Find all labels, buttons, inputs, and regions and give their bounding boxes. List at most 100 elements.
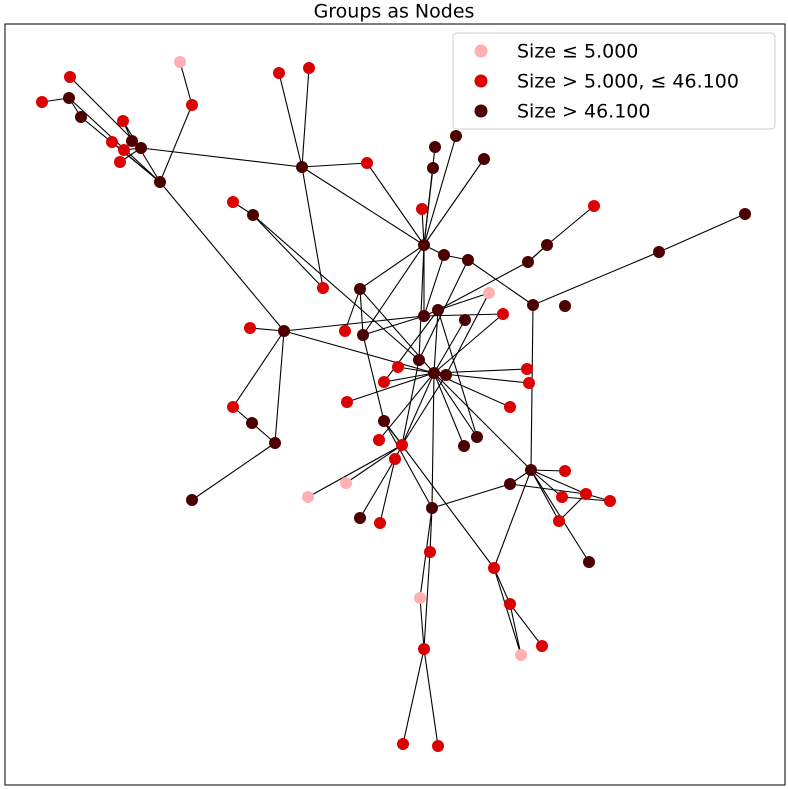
node (186, 494, 198, 506)
node (588, 200, 600, 212)
node (378, 376, 390, 388)
node (361, 157, 373, 169)
node (429, 141, 441, 153)
legend-label: Size ≤ 5.000 (517, 41, 638, 63)
edge (159, 104, 193, 183)
edge (140, 147, 303, 168)
edge (530, 469, 560, 522)
edge (530, 469, 563, 498)
edge (179, 61, 193, 106)
edge (366, 162, 425, 246)
node (126, 135, 138, 147)
node (462, 254, 474, 266)
node (459, 314, 471, 326)
node (154, 176, 166, 188)
edge (418, 244, 425, 361)
edge (283, 315, 425, 332)
edge (359, 244, 425, 290)
node (536, 640, 548, 652)
node (278, 325, 290, 337)
node (450, 130, 462, 142)
node (427, 162, 439, 174)
legend-label: Size > 46.100 (517, 101, 650, 123)
node (354, 283, 366, 295)
edges (41, 61, 746, 747)
edge (509, 603, 522, 656)
node (244, 322, 256, 334)
node (504, 598, 516, 610)
node (357, 329, 369, 341)
edge (530, 469, 587, 495)
legend-box (452, 32, 776, 130)
edge (437, 292, 490, 311)
edge (397, 366, 435, 374)
edge (346, 372, 435, 403)
edge (509, 603, 543, 647)
edge (362, 244, 425, 336)
node (413, 354, 425, 366)
node (227, 401, 239, 413)
node (296, 161, 308, 173)
node (426, 502, 438, 514)
edge (546, 205, 595, 246)
edge (301, 166, 425, 246)
nodes (36, 56, 751, 752)
node (174, 56, 186, 68)
node (604, 495, 616, 507)
node (428, 367, 440, 379)
node (471, 431, 483, 443)
edge (401, 359, 420, 446)
node (418, 239, 430, 251)
node (303, 62, 315, 74)
edge (421, 208, 425, 246)
edge (401, 372, 435, 446)
edge (493, 567, 511, 605)
edge (423, 167, 434, 246)
node (522, 256, 534, 268)
edge (401, 374, 447, 446)
node (118, 144, 130, 156)
edge (437, 309, 478, 438)
edge (278, 72, 303, 168)
edge (307, 444, 403, 498)
edge (532, 251, 660, 306)
edge (362, 315, 425, 336)
edge (437, 261, 529, 311)
node (397, 738, 409, 750)
edge (362, 334, 385, 422)
edge (467, 259, 534, 306)
edge (433, 313, 504, 374)
node (186, 99, 198, 111)
frame (4, 23, 786, 786)
edge (359, 288, 364, 336)
node (418, 643, 430, 655)
edge (383, 420, 433, 509)
node (525, 464, 537, 476)
edge (252, 214, 324, 289)
node (302, 491, 314, 503)
edge (232, 330, 285, 408)
edge (431, 483, 511, 509)
edge (429, 507, 433, 553)
node (117, 115, 129, 127)
node (478, 153, 490, 165)
node (247, 209, 259, 221)
edge (423, 158, 485, 246)
node (75, 111, 87, 123)
node (317, 282, 329, 294)
edge (433, 372, 532, 471)
legend-marker (474, 74, 488, 88)
node (64, 71, 76, 83)
node (553, 515, 565, 527)
node (432, 304, 444, 316)
edge (423, 135, 457, 246)
legend-marker (474, 104, 488, 118)
node (273, 67, 285, 79)
node (373, 434, 385, 446)
node (541, 239, 553, 251)
legend-marker (474, 44, 488, 58)
node (339, 325, 351, 337)
node (378, 415, 390, 427)
node (515, 649, 527, 661)
node (396, 439, 408, 451)
